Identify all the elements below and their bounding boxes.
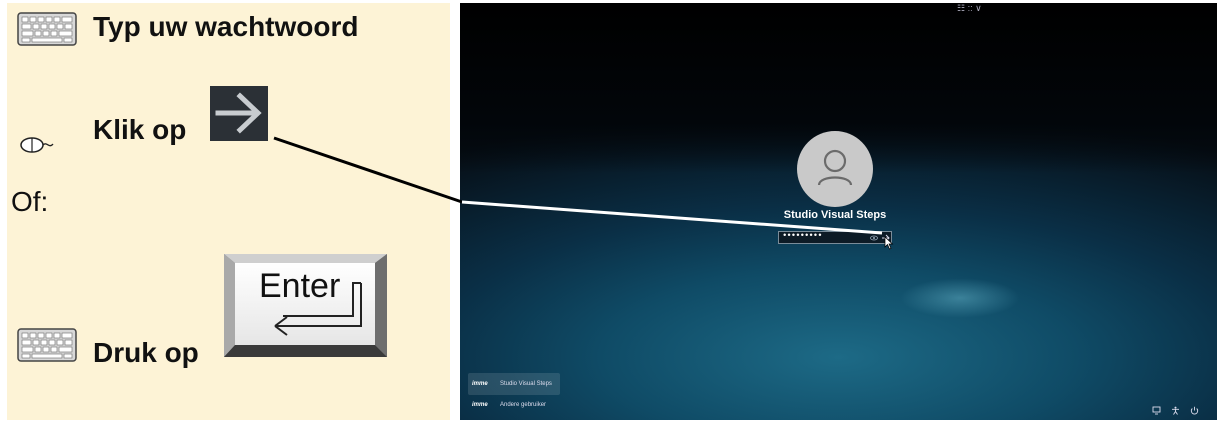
network-icon[interactable]: [1152, 406, 1161, 415]
mouse-cursor-icon: [884, 236, 894, 250]
user-name: Studio Visual Steps: [783, 209, 887, 221]
user-tile-logo: imme: [472, 381, 488, 387]
mouse-icon: [20, 137, 54, 153]
user-avatar: [797, 131, 873, 207]
user-tile-studio-visual-steps[interactable]: imme Studio Visual Steps: [468, 373, 560, 395]
power-icon[interactable]: [1190, 406, 1199, 415]
step-click-on: Klik op: [93, 114, 187, 145]
step-type-password: Typ uw wachtwoord: [93, 11, 359, 42]
user-icon: [817, 149, 853, 186]
windows-login-screen: ☷ :: ∨ Studio Visual Steps ••••••••• imm…: [460, 3, 1217, 420]
submit-arrow-image: [210, 86, 268, 141]
arrow-right-icon: [215, 92, 262, 134]
password-value: •••••••••: [782, 231, 823, 241]
user-tile-logo: imme: [472, 402, 488, 408]
enter-arrow-icon: [274, 282, 362, 336]
enter-key-label: Enter: [259, 267, 341, 305]
user-tile-name: Studio Visual Steps: [500, 381, 552, 387]
reveal-password-icon[interactable]: [870, 234, 878, 242]
keyboard-layout-indicator[interactable]: ☷ :: ∨: [957, 3, 982, 13]
or-label: Of:: [11, 186, 49, 217]
enter-key-image: Enter: [223, 253, 388, 358]
background-glow: [900, 278, 1020, 318]
instruction-panel: Typ uw wachtwoord Klik op Of: Druk op: [7, 3, 450, 420]
user-tile-name: Andere gebruiker: [500, 402, 547, 408]
keyboard-icon: [17, 12, 77, 46]
user-tile-other-user[interactable]: imme Andere gebruiker: [468, 394, 554, 416]
accessibility-icon[interactable]: [1171, 406, 1180, 415]
password-field[interactable]: •••••••••: [778, 231, 892, 244]
step-press: Druk op: [93, 337, 199, 368]
keyboard-icon: [17, 328, 77, 362]
